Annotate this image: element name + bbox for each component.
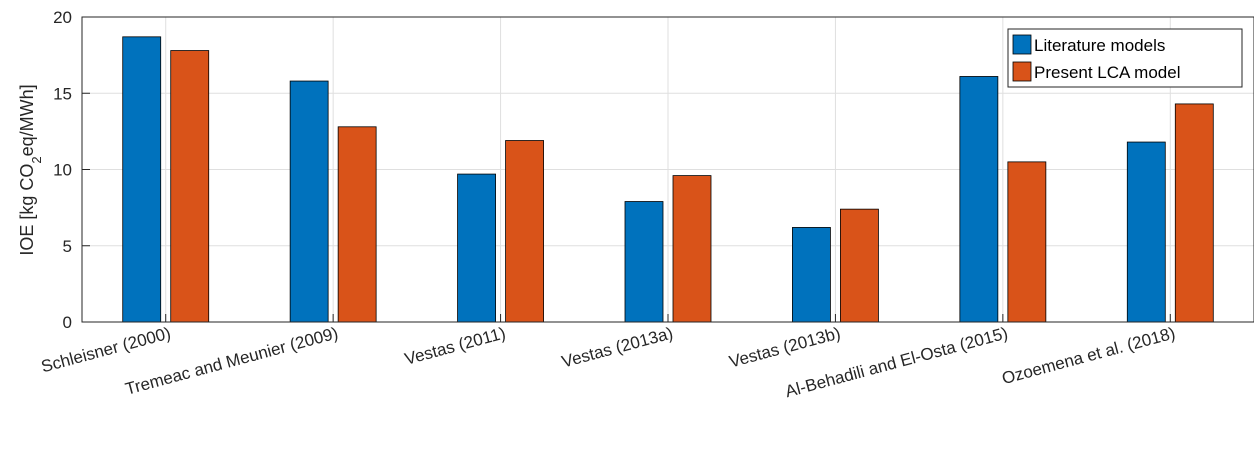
- bar-literature-0: [122, 36, 162, 323]
- bar-present-5: [1007, 161, 1047, 323]
- bar-literature-2: [457, 173, 496, 323]
- bar-present-6: [1174, 103, 1214, 323]
- x-tick-label: Vestas (2013a): [560, 324, 675, 372]
- legend-swatch-literature: [1012, 34, 1032, 55]
- y-tick-label: 0: [63, 313, 72, 332]
- legend-label-present: Present LCA model: [1034, 63, 1180, 82]
- bars: [122, 36, 1214, 323]
- y-axis-label-suffix: eq/MWh]: [17, 84, 37, 156]
- y-tick-label: 20: [53, 8, 72, 27]
- y-tick-label: 5: [63, 237, 72, 256]
- legend-swatch-present: [1012, 61, 1032, 82]
- x-axis-ticks: Schleisner (2000)Tremeac and Meunier (20…: [39, 314, 1177, 401]
- bar-literature-6: [1126, 141, 1166, 323]
- legend: Literature models Present LCA model: [1007, 28, 1243, 88]
- legend-label-literature: Literature models: [1034, 36, 1165, 55]
- bar-present-2: [505, 140, 544, 323]
- legend-box: [1007, 28, 1243, 88]
- y-tick-label: 15: [53, 84, 72, 103]
- bar-literature-4: [792, 227, 831, 323]
- y-tick-label: 10: [53, 161, 72, 180]
- bar-present-1: [337, 126, 377, 323]
- x-tick-label: Ozoemena et al. (2018): [1000, 324, 1177, 389]
- x-tick-label: Vestas (2013b): [727, 324, 842, 372]
- x-tick-label: Schleisner (2000): [39, 324, 173, 377]
- bar-present-4: [840, 208, 879, 323]
- y-axis-label: IOE [kg CO2eq/MWh]: [17, 84, 44, 255]
- bar-present-3: [672, 175, 712, 323]
- bar-literature-3: [624, 201, 664, 323]
- bar-literature-5: [959, 76, 999, 323]
- y-axis-label-subscript: 2: [29, 156, 44, 163]
- y-axis-label-prefix: IOE [kg CO: [17, 164, 37, 256]
- y-axis-ticks: 0 5 10 15 20: [53, 8, 90, 332]
- bar-literature-1: [289, 80, 329, 323]
- bar-present-0: [170, 50, 210, 323]
- x-tick-label: Vestas (2011): [403, 324, 508, 369]
